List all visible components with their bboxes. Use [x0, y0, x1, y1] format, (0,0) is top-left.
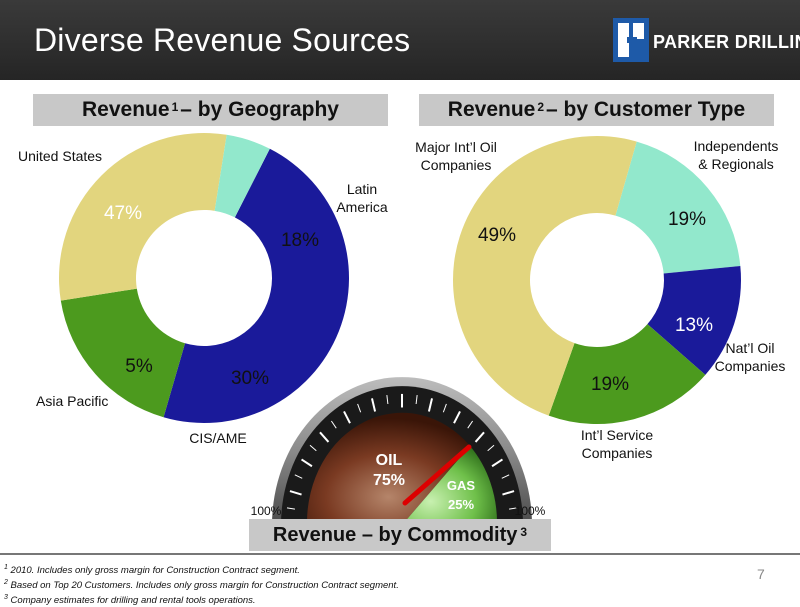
gauge-tick: [330, 420, 337, 429]
footnote-3-text: Company estimates for drilling and renta…: [10, 595, 256, 607]
company-logo: PARKER DRILLING: [613, 18, 800, 62]
cust-slice-independents-regionals: [615, 141, 741, 274]
geo-pct-latam: 18%: [281, 230, 319, 251]
cust-label-natl-1: Nat’l Oil: [725, 340, 774, 356]
gauge-tick: [509, 507, 518, 510]
commodity-gauge: OIL 75% GAS 25% 100% 100%: [251, 377, 546, 526]
section-commodity-label: Revenue – by Commodity: [272, 523, 518, 546]
footnote-1-text: 2010. Includes only gross margin for Con…: [10, 565, 300, 577]
gauge-tick: [309, 444, 317, 452]
gauge-tick: [343, 411, 351, 424]
gauge-tick: [289, 490, 302, 496]
geography-donut: [59, 132, 350, 423]
gauge-oil-pct: 75%: [373, 472, 405, 489]
gauge-tick: [371, 398, 377, 412]
gauge-tick: [427, 398, 433, 412]
gauge-tick: [453, 411, 461, 424]
geo-slice-united-states: [163, 148, 350, 423]
slide-header: Diverse Revenue Sources PARKER DRILLING: [0, 0, 800, 80]
cust-pct-major: 49%: [478, 225, 516, 246]
gauge-tick: [501, 474, 510, 479]
section-commodity-sup: 3: [520, 525, 528, 539]
gauge-left-scale: 100%: [251, 504, 282, 518]
gauge-oil-region: [306, 412, 470, 525]
footnote-2-text: Based on Top 20 Customers. Includes only…: [10, 580, 399, 592]
footnote-2: 2 Based on Top 20 Customers. Includes on…: [4, 577, 399, 592]
gauge-oil-label: OIL: [376, 452, 403, 469]
cust-slice-nat-l-oil-companies: [647, 265, 741, 375]
footnote-1: 1 2010. Includes only gross margin for C…: [4, 562, 399, 577]
section-geography-suffix: – by Geography: [180, 98, 339, 121]
gauge-tick: [415, 394, 418, 405]
section-customer-sup: 2: [537, 100, 545, 114]
section-customer-label: Revenue: [447, 98, 536, 121]
cust-label-indep-2: & Regionals: [698, 156, 774, 172]
geo-label-latam-1: Latin: [347, 181, 377, 197]
parker-drilling-logo-icon: [613, 18, 649, 62]
gauge-tick: [487, 444, 495, 452]
geo-label-asia: Asia Pacific: [36, 393, 108, 409]
cust-label-intl-1: Int’l Service: [581, 427, 654, 443]
customer-donut: [452, 135, 741, 425]
footnote-3-sup: 3: [4, 594, 8, 602]
section-customer-suffix: – by Customer Type: [546, 98, 746, 121]
cust-label-major-1: Major Int’l Oil: [415, 139, 497, 155]
gauge-right-scale: 100%: [515, 504, 546, 518]
section-bar-customer: Revenue 2 – by Customer Type: [419, 94, 774, 126]
gauge-tick: [442, 403, 447, 413]
footnote-1-sup: 1: [4, 564, 8, 571]
geo-pct-asia: 5%: [125, 356, 153, 377]
cust-pct-indep: 19%: [668, 209, 706, 230]
cust-label-natl-2: Companies: [715, 358, 786, 374]
logo-text: PARKER DRILLING: [653, 32, 800, 52]
cust-label-intl-2: Companies: [582, 445, 653, 461]
gauge-tick: [467, 420, 474, 429]
cust-pct-natl: 13%: [675, 315, 713, 336]
section-bar-geography: Revenue 1 – by Geography: [33, 94, 388, 126]
geo-pct-us: 47%: [104, 203, 142, 224]
gauge-tick: [294, 474, 303, 479]
gauge-gas-pct: 25%: [448, 497, 474, 512]
footnote-2-sup: 2: [4, 579, 8, 587]
gauge-tick: [474, 431, 485, 443]
page-number: 7: [757, 566, 765, 582]
cust-label-major-2: Companies: [421, 157, 492, 173]
gauge-tick: [502, 490, 515, 496]
gauge-tick: [286, 507, 295, 510]
gauge-gas-region: [402, 446, 498, 525]
section-geography-sup: 1: [171, 100, 179, 114]
geo-label-us: United States: [18, 148, 102, 164]
cust-pct-intl: 19%: [591, 374, 629, 395]
section-geography-label: Revenue: [82, 98, 170, 121]
geo-label-latam-2: America: [336, 199, 388, 215]
gauge-tick: [319, 431, 330, 443]
gauge-needle: [402, 444, 472, 506]
cust-slice-int-l-service-companies: [548, 324, 706, 425]
geo-slice-cis-ame: [59, 132, 227, 301]
section-bar-commodity: Revenue – by Commodity 3: [249, 519, 551, 551]
slide-title: Diverse Revenue Sources: [34, 22, 411, 58]
cust-slice-major-int-l-oil-companies: [452, 135, 637, 416]
gauge-gas-label: GAS: [447, 478, 476, 493]
geo-slice-latin-america: [60, 288, 186, 418]
geo-label-cis: CIS/AME: [189, 430, 247, 446]
gauge-tick: [491, 458, 504, 468]
footnotes: 1 2010. Includes only gross margin for C…: [4, 562, 399, 607]
geo-pct-cis: 30%: [231, 368, 269, 389]
footer-divider: [0, 553, 800, 555]
cust-label-indep-1: Independents: [694, 138, 779, 154]
gauge-tick: [357, 403, 362, 413]
gauge-tick: [386, 394, 389, 405]
gauge-tick: [300, 458, 313, 468]
geo-slice-asia-pacific: [214, 134, 270, 218]
